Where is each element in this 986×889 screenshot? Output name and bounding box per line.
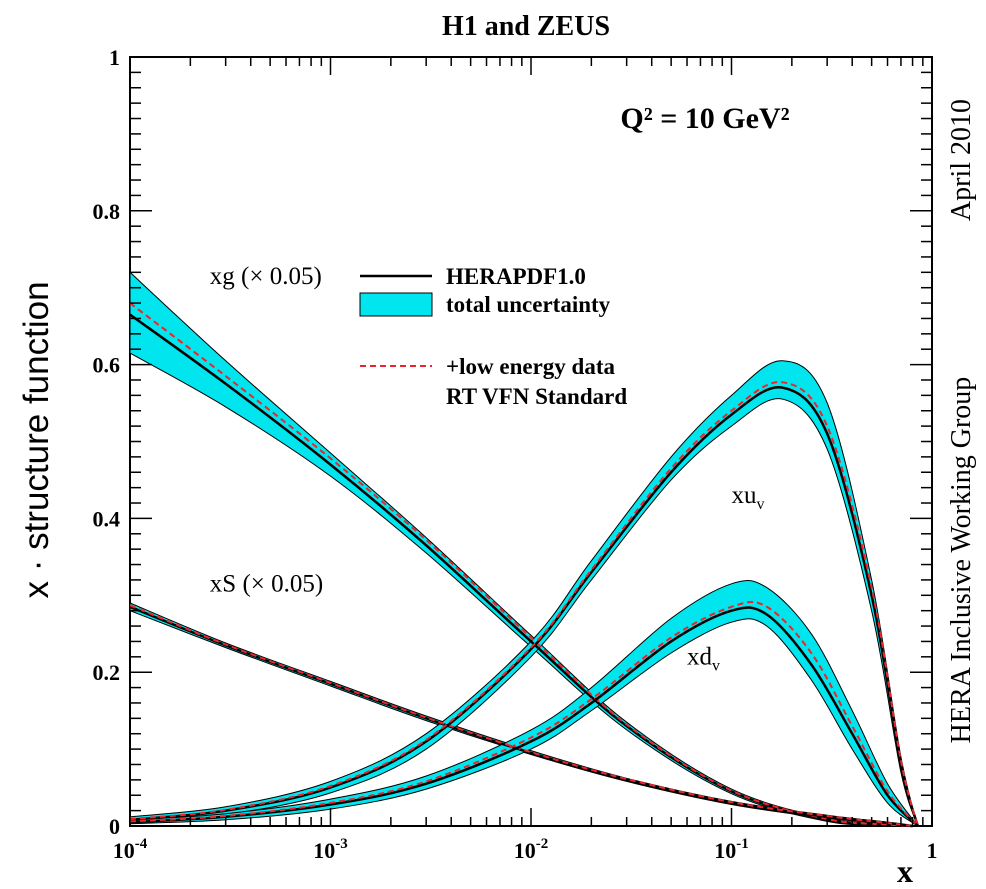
- series-label: xS (× 0.05): [210, 570, 323, 597]
- legend-band-swatch: [359, 292, 433, 317]
- y-tick-label: 1: [109, 45, 120, 70]
- series-label: xg (× 0.05): [210, 263, 322, 290]
- series-label: xdv: [687, 644, 720, 675]
- alt-dashed-line-2: [129, 381, 919, 827]
- central-line-2: [129, 386, 920, 827]
- alt-dashed-line-0: [129, 302, 913, 827]
- x-tick-label: 1: [927, 838, 938, 863]
- alt-dashed-line-3: [129, 601, 919, 827]
- x-tick-label: 10-2: [514, 836, 549, 863]
- side-label-date: April 2010: [946, 99, 977, 221]
- series-label: xuv: [732, 482, 765, 513]
- central-line-3: [129, 606, 919, 827]
- uncertainty-band-3: [129, 580, 919, 827]
- y-tick-label: 0.8: [93, 199, 121, 224]
- legend-entry-central: HERAPDF1.0: [446, 264, 586, 289]
- x-axis-label: x: [897, 853, 913, 889]
- y-axis-label: x · structure function: [17, 281, 56, 598]
- legend-entry-lowenergy: +low energy data: [446, 354, 615, 379]
- y-tick-label: 0.4: [93, 506, 121, 531]
- plot-frame: [129, 56, 933, 827]
- alt-dashed-line-1: [129, 604, 913, 827]
- x-tick-label: 10-3: [313, 836, 348, 863]
- y-tick-label: 0: [109, 814, 120, 839]
- x-tick-label: 10-4: [113, 836, 148, 863]
- chart-title: H1 and ZEUS: [442, 11, 610, 42]
- y-tick-label: 0.2: [93, 660, 121, 685]
- legend-entry-rtvfn: RT VFN Standard: [446, 384, 627, 409]
- y-tick-label: 0.6: [93, 353, 121, 378]
- side-label-group: HERA Inclusive Working Group: [946, 377, 977, 744]
- chart-subtitle: Q² = 10 GeV²: [620, 102, 789, 135]
- legend-entry-uncertainty: total uncertainty: [446, 292, 611, 317]
- legend: HERAPDF1.0 total uncertainty +low energy…: [359, 264, 627, 409]
- x-tick-label: 10-1: [714, 836, 749, 863]
